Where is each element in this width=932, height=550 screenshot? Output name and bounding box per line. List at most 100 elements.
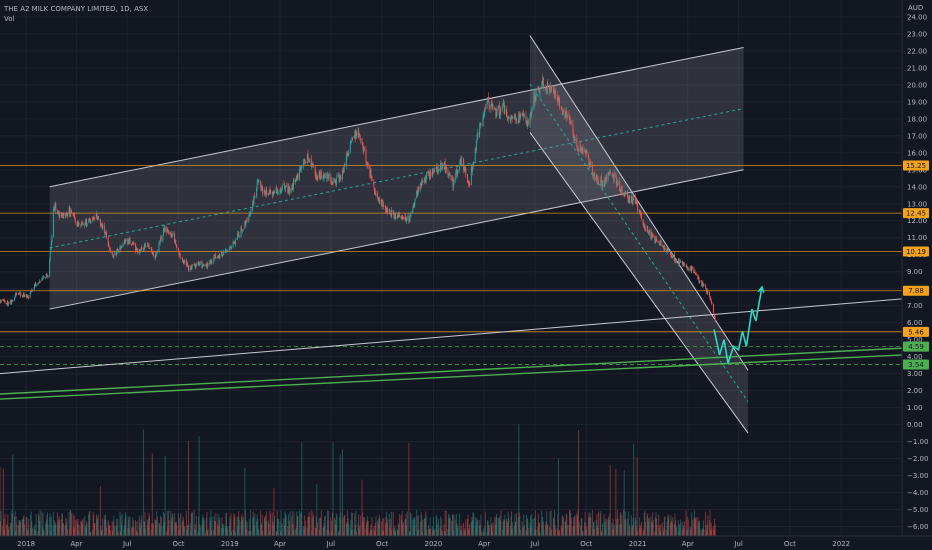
- volume-bar: [312, 511, 314, 536]
- volume-bar: [389, 527, 391, 536]
- candle-body: [555, 93, 557, 97]
- volume-bar: [465, 519, 467, 536]
- candle-body: [537, 88, 539, 90]
- candle-body: [191, 264, 193, 267]
- candle-body: [628, 199, 630, 203]
- candle-body: [117, 248, 119, 250]
- candle-body: [218, 255, 220, 257]
- candle-body: [632, 198, 634, 203]
- volume-bar: [305, 520, 307, 536]
- candle-body: [152, 252, 154, 256]
- volume-bar: [491, 524, 493, 536]
- volume-bar: [709, 520, 711, 536]
- candle-body: [349, 141, 351, 152]
- volume-bar: [463, 522, 465, 536]
- volume-bar: [230, 531, 232, 536]
- volume-bar: [557, 514, 559, 536]
- price-axis-tick: 6.00: [907, 319, 923, 327]
- candle-body: [533, 95, 535, 109]
- candle-body: [303, 160, 305, 162]
- candle-body: [292, 185, 294, 188]
- volume-bar: [445, 511, 447, 536]
- volume-bar: [398, 523, 400, 536]
- volume-bar: [92, 529, 94, 536]
- volume-bar: [420, 521, 422, 536]
- candle-body: [88, 218, 90, 221]
- candle-body: [707, 290, 709, 293]
- price-axis-tick: 4.00: [907, 353, 923, 361]
- candle-body: [546, 84, 548, 94]
- volume-bar: [172, 515, 174, 536]
- volume-bar: [613, 528, 615, 536]
- volume-bar: [667, 515, 669, 536]
- candle-body: [620, 187, 622, 192]
- volume-bar: [222, 528, 224, 536]
- candle-body: [605, 175, 607, 181]
- volume-bar: [367, 516, 369, 536]
- volume-bar: [408, 442, 410, 536]
- volume-bar: [357, 523, 359, 536]
- candle-body: [166, 229, 168, 232]
- volume-bar: [88, 511, 90, 536]
- volume-bar: [124, 518, 126, 536]
- candle-body: [609, 171, 611, 175]
- volume-bar: [314, 527, 316, 536]
- volume-bar: [392, 511, 394, 536]
- volume-bar: [363, 516, 365, 536]
- candle-body: [365, 161, 367, 164]
- candle-body: [288, 186, 290, 188]
- volume-bar: [365, 528, 367, 536]
- volume-bar: [322, 527, 324, 536]
- candle-body: [220, 251, 222, 255]
- volume-bar: [459, 513, 461, 536]
- volume-bar: [262, 530, 264, 536]
- volume-bar: [616, 525, 618, 536]
- volume-bar: [514, 521, 516, 536]
- volume-bar: [183, 519, 185, 536]
- candle-body: [671, 257, 673, 259]
- candle-body: [101, 223, 103, 228]
- volume-bar: [210, 510, 212, 536]
- candle-body: [408, 221, 410, 222]
- candle-body: [441, 164, 443, 169]
- volume-bar: [565, 513, 567, 536]
- candle-body: [335, 180, 337, 184]
- volume-bar: [527, 519, 529, 536]
- candle-body: [103, 224, 105, 233]
- candle-body: [392, 210, 394, 214]
- volume-bar: [250, 530, 252, 536]
- volume-bar: [266, 511, 268, 536]
- candle-body: [456, 169, 458, 176]
- candle-body: [198, 263, 200, 266]
- candle-body: [378, 197, 380, 201]
- candle-body: [430, 172, 432, 176]
- candle-body: [242, 229, 244, 231]
- candle-body: [492, 105, 494, 107]
- volume-bar: [332, 442, 334, 536]
- candle-body: [292, 180, 294, 189]
- candle-body: [140, 250, 142, 252]
- candle-body: [254, 196, 256, 198]
- candle-body: [388, 208, 390, 213]
- volume-bar: [18, 520, 20, 536]
- candle-body: [334, 179, 336, 183]
- volume-bar: [621, 515, 623, 536]
- volume-bar: [611, 529, 613, 536]
- candle-body: [195, 266, 197, 269]
- volume-bar: [346, 521, 348, 536]
- volume-bar: [338, 530, 340, 536]
- candle-body: [691, 266, 693, 269]
- volume-bar: [588, 516, 590, 536]
- candle-body: [434, 170, 436, 172]
- candle-body: [257, 181, 259, 183]
- volume-bar: [138, 515, 140, 536]
- candle-body: [54, 207, 56, 209]
- candle-body: [683, 263, 685, 265]
- candle-body: [410, 213, 412, 216]
- projection: [713, 285, 765, 364]
- candle-body: [119, 246, 121, 249]
- candle-body: [597, 177, 599, 181]
- volume-bar: [394, 525, 396, 536]
- candle-body: [508, 116, 510, 120]
